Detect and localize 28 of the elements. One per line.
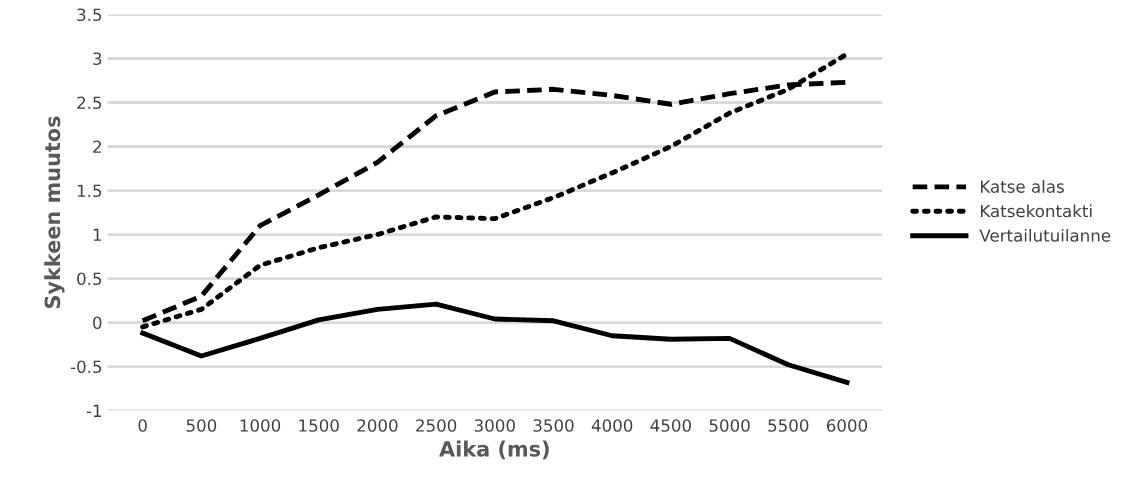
x-tick-label: 5000 (709, 419, 750, 432)
x-tick-label: 2000 (357, 419, 398, 432)
y-axis-title: Sykkeen muutos (44, 116, 65, 309)
x-tick-label: 1500 (299, 419, 339, 432)
y-tick-label: 0.5 (77, 272, 102, 286)
y-tick-label: 1.5 (77, 184, 102, 198)
x-tick-label: 2500 (416, 419, 457, 432)
y-tick-label: 1 (93, 228, 102, 241)
y-tick-label: 2 (93, 140, 101, 153)
x-axis-title: Aika (ms) (439, 440, 549, 460)
y-tick-label: -0.5 (70, 360, 102, 374)
y-tick-label: 3 (93, 52, 102, 66)
y-tick-label: 3.5 (77, 8, 102, 22)
x-tick-label: 5500 (768, 419, 809, 432)
x-tick-label: 3500 (533, 419, 574, 432)
x-tick-label: 1000 (240, 419, 281, 432)
legend-label: Katse alas (980, 179, 1064, 193)
legend-label: Vertailutuilanne (979, 228, 1111, 242)
legend-label: Katsekontakti (980, 204, 1092, 218)
y-tick-label: 2.5 (77, 96, 102, 110)
x-tick-label: 4500 (650, 419, 691, 432)
x-tick-label: 4000 (591, 419, 633, 432)
x-tick-label: 6000 (826, 419, 868, 432)
x-tick-label: 500 (186, 419, 217, 432)
y-tick-label: -1 (86, 404, 102, 417)
x-tick-label: 3000 (474, 419, 515, 432)
x-tick-label: 0 (138, 419, 147, 432)
y-tick-label: 0 (93, 316, 102, 330)
